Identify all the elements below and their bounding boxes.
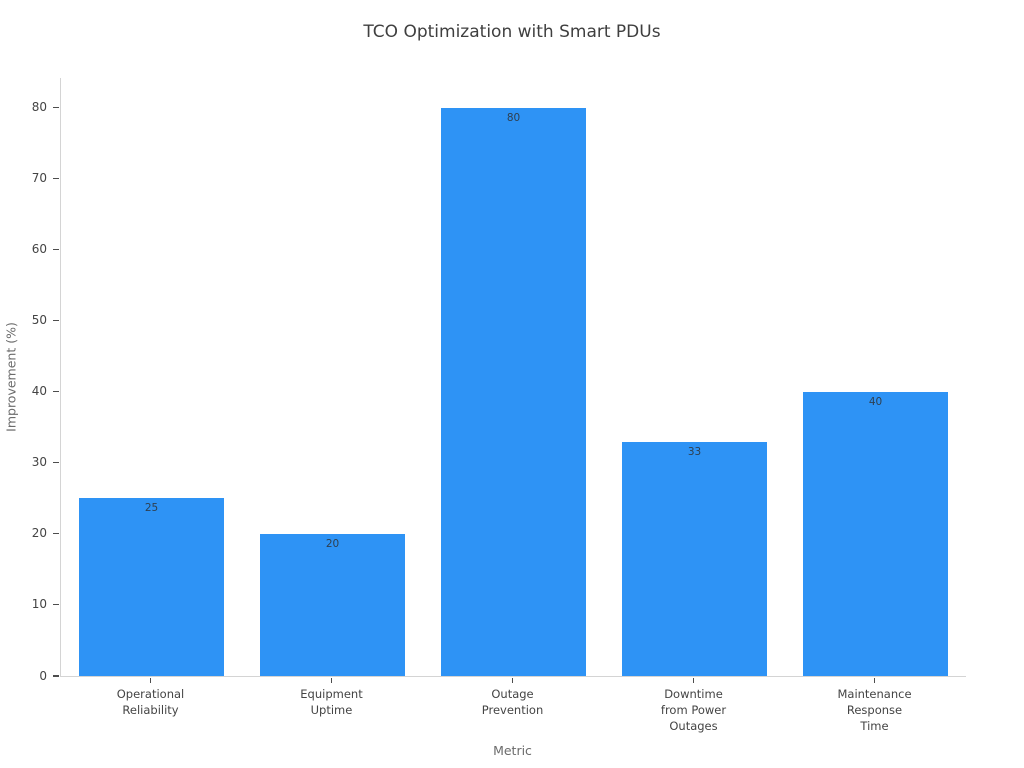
x-tick-mark xyxy=(873,677,876,683)
bar-value-label: 20 xyxy=(325,537,340,550)
y-tick-mark xyxy=(53,248,59,251)
bar: 80 xyxy=(441,107,586,676)
x-tick-label: Equipment Uptime xyxy=(300,687,363,717)
y-tick-label: 10 xyxy=(31,597,47,612)
bar-value-label: 80 xyxy=(506,111,521,124)
y-tick-label: 60 xyxy=(31,242,47,257)
plot-area: 25 20 80 33 40 xyxy=(60,78,966,677)
y-tick-mark xyxy=(53,390,59,393)
y-tick-label: 30 xyxy=(31,455,47,470)
bar: 33 xyxy=(622,441,767,676)
y-tick-label: 0 xyxy=(39,668,47,683)
y-tick-mark xyxy=(53,603,59,606)
y-tick-label: 20 xyxy=(31,526,47,541)
y-tick-label: 50 xyxy=(31,313,47,328)
x-tick-label: Outage Prevention xyxy=(481,687,544,717)
x-tick-mark xyxy=(511,677,514,683)
x-tick-mark xyxy=(692,677,695,683)
x-tick-label: Operational Reliability xyxy=(116,687,185,717)
y-tick-mark xyxy=(53,106,59,109)
bar: 40 xyxy=(803,391,948,676)
y-tick-mark xyxy=(53,319,59,322)
bar-value-label: 40 xyxy=(868,395,883,408)
x-tick-mark xyxy=(330,677,333,683)
y-tick-label: 40 xyxy=(31,384,47,399)
x-tick-mark xyxy=(149,677,152,683)
y-axis-title: Improvement (%) xyxy=(3,322,19,432)
y-tick-mark xyxy=(53,177,59,180)
bar-value-label: 33 xyxy=(687,445,702,458)
y-tick-mark xyxy=(53,532,59,535)
bar-value-label: 25 xyxy=(144,502,159,515)
bar: 25 xyxy=(79,498,224,676)
y-tick-mark xyxy=(53,675,59,677)
x-tick-label: Maintenance Response Time xyxy=(837,687,912,733)
y-tick-mark xyxy=(53,461,59,464)
bar: 20 xyxy=(260,533,405,676)
y-tick-label: 80 xyxy=(31,100,47,115)
chart-title: TCO Optimization with Smart PDUs xyxy=(363,22,661,42)
x-tick-label: Downtime from Power Outages xyxy=(660,687,727,733)
x-axis-title: Metric xyxy=(493,743,532,758)
y-tick-label: 70 xyxy=(31,171,47,186)
